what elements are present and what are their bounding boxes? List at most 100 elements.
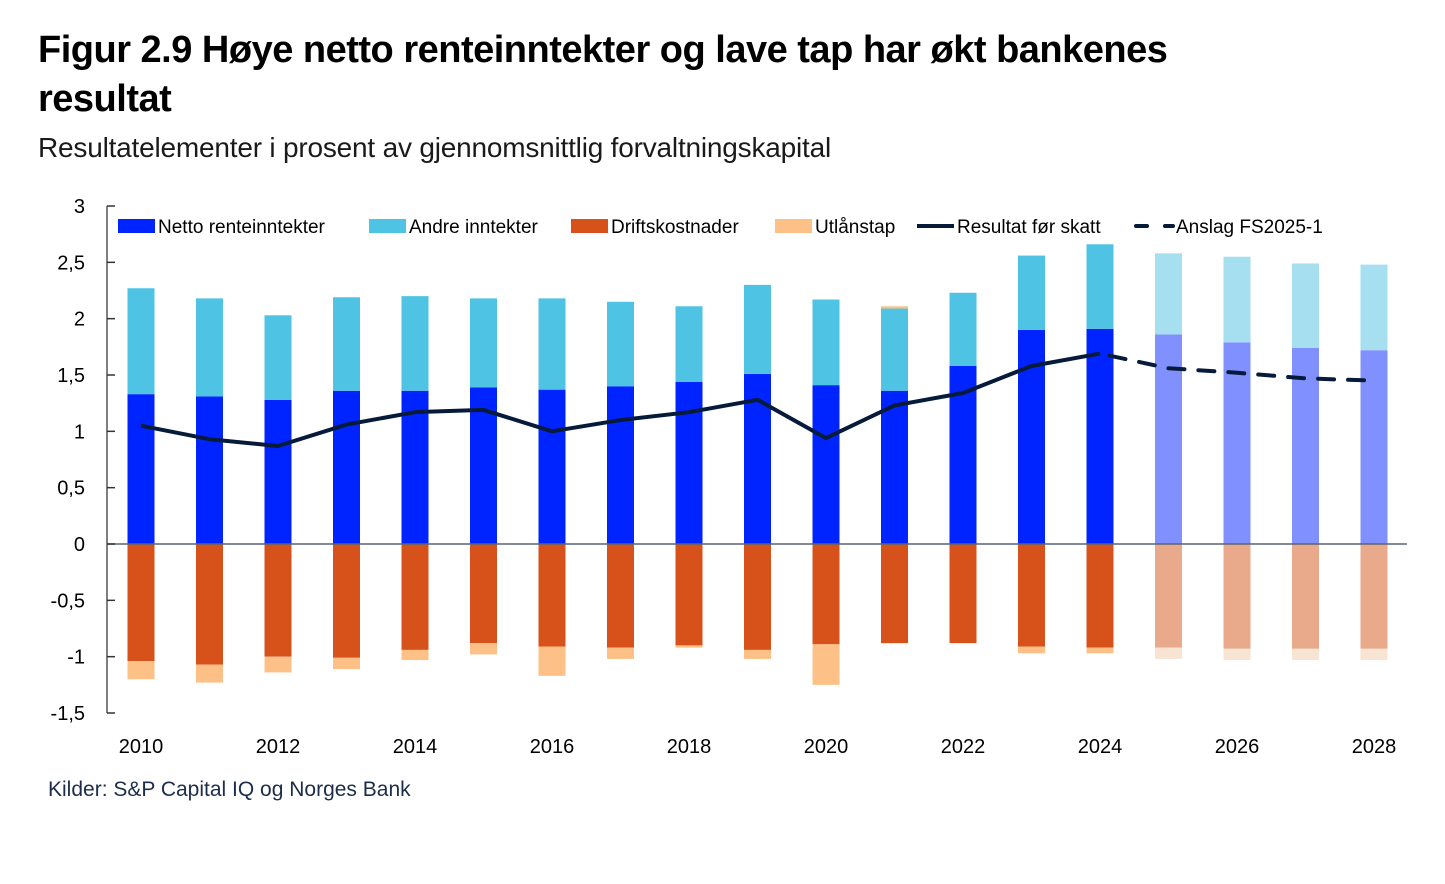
bar-netto-renteinntekter-2026 [1223,342,1251,544]
bar-andre-inntekter-2013 [333,297,360,391]
y-tick-label: 0,5 [57,478,85,500]
bar-utl-nstap-2027 [1292,648,1319,661]
bar-utl-nstap-2024 [1086,647,1114,654]
x-tick-label: 2026 [1215,736,1260,758]
x-tick-label: 2016 [530,736,575,758]
legend-label: Resultat før skatt [957,217,1101,238]
bar-utl-nstap-2025 [1155,647,1182,659]
bar-andre-inntekter-2026 [1223,256,1251,343]
bar-driftskostnader-2018 [675,544,703,646]
bar-driftskostnader-2027 [1292,544,1319,649]
legend-swatch [775,219,812,233]
y-tick-label: 2 [74,309,85,331]
bar-netto-renteinntekter-2011 [196,396,223,544]
axes-layer: 3 2,5 2 1,5 1 0,5 0 -0,5 -1 -1,5 2010 2012 2014 2016 2… [51,196,1407,758]
bar-andre-inntekter-2011 [196,298,223,397]
y-tick-label: -1,5 [51,703,85,725]
y-tick-label: 2,5 [57,252,85,274]
legend-swatch [369,219,406,233]
bar-driftskostnader-2025 [1155,544,1182,648]
chart-source: Kilder: S&P Capital IQ og Norges Bank [48,778,411,801]
bar-netto-renteinntekter-2012 [264,399,292,544]
bar-netto-renteinntekter-2023 [1018,329,1045,544]
bar-utl-nstap-2018 [675,645,703,648]
bar-andre-inntekter-2018 [675,306,703,382]
bar-utl-nstap-2017 [607,647,634,659]
legend-item-utl-nstap: Utlånstap [775,217,895,238]
chart-subtitle: Resultatelementer i prosent av gjennomsn… [38,132,832,163]
x-tick-label: 2024 [1078,736,1123,758]
bar-driftskostnader-2010 [127,544,155,662]
bar-netto-renteinntekter-2020 [812,385,840,544]
chart-title: Figur 2.9 Høye netto renteinntekter og l… [38,29,1168,120]
legend-label: Utlånstap [815,217,895,238]
bar-andre-inntekter-2020 [812,299,840,386]
bar-utl-nstap-2026 [1223,648,1251,661]
bar-utl-nstap-2019 [744,649,771,659]
legend-item-driftskostnader: Driftskostnader [571,217,739,238]
bar-netto-renteinntekter-2010 [127,394,155,544]
bar-andre-inntekter-2027 [1292,263,1319,348]
legend-swatch [571,219,608,233]
bar-netto-renteinntekter-2021 [881,390,908,544]
bar-andre-inntekter-2016 [538,298,566,390]
x-tick-label: 2028 [1352,736,1397,758]
bar-andre-inntekter-2012 [264,315,292,400]
bar-andre-inntekter-2010 [127,288,155,395]
bar-andre-inntekter-2028 [1360,264,1388,351]
legend-item-netto-renteinntekter: Netto renteinntekter [118,217,326,238]
bar-driftskostnader-2014 [401,544,429,650]
legend-label: Driftskostnader [611,217,739,238]
bar-andre-inntekter-2022 [949,292,977,366]
bar-utl-nstap-2015 [470,643,497,655]
bar-utl-nstap-2021 [881,306,908,309]
bar-driftskostnader-2011 [196,544,223,665]
bar-netto-renteinntekter-2024 [1086,328,1114,544]
bar-utl-nstap-2012 [264,656,292,673]
bar-netto-renteinntekter-2018 [675,381,703,544]
bar-andre-inntekter-2024 [1086,244,1114,329]
bar-driftskostnader-2026 [1223,544,1251,649]
bar-driftskostnader-2020 [812,544,840,645]
bar-driftskostnader-2015 [470,544,497,644]
y-tick-label: 0 [74,534,85,556]
x-tick-label: 2020 [804,736,849,758]
legend-item-resultat-f-r-skatt: Resultat før skatt [917,217,1101,238]
bar-utl-nstap-2028 [1360,648,1388,661]
bar-utl-nstap-2020 [812,644,840,685]
bar-driftskostnader-2021 [881,544,908,644]
y-tick-label: 1 [74,421,85,443]
legend-item-anslag-fs2025-1: Anslag FS2025-1 [1134,217,1323,238]
bar-netto-renteinntekter-2013 [333,390,360,544]
bar-driftskostnader-2028 [1360,544,1388,649]
y-tick-label: 1,5 [57,365,85,387]
x-tick-label: 2012 [256,736,301,758]
y-tick-label: -1 [67,647,85,669]
lines-layer [140,351,1376,448]
bar-driftskostnader-2012 [264,544,292,657]
bar-netto-renteinntekter-2028 [1360,350,1388,544]
legend-label: Andre inntekter [409,217,539,238]
bar-netto-renteinntekter-2016 [538,389,566,544]
legend-label: Anslag FS2025-1 [1176,217,1323,238]
bar-andre-inntekter-2015 [470,298,497,388]
x-tick-label: 2010 [119,736,164,758]
bar-andre-inntekter-2014 [401,296,429,391]
bar-driftskostnader-2017 [607,544,634,648]
bar-driftskostnader-2013 [333,544,360,658]
bars-layer [127,244,1388,685]
bar-driftskostnader-2022 [949,544,977,644]
legend-label: Netto renteinntekter [158,217,326,238]
bar-andre-inntekter-2019 [744,284,771,374]
bar-netto-renteinntekter-2027 [1292,347,1319,544]
bar-andre-inntekter-2025 [1155,253,1182,335]
y-tick-label: 3 [74,196,85,218]
bar-utl-nstap-2016 [538,646,566,676]
bar-andre-inntekter-2023 [1018,255,1045,330]
bar-driftskostnader-2023 [1018,544,1045,647]
line-anslag-fs2025-1 [1098,351,1376,383]
bar-utl-nstap-2013 [333,657,360,670]
bar-utl-nstap-2014 [401,649,429,661]
bar-utl-nstap-2010 [127,661,155,680]
